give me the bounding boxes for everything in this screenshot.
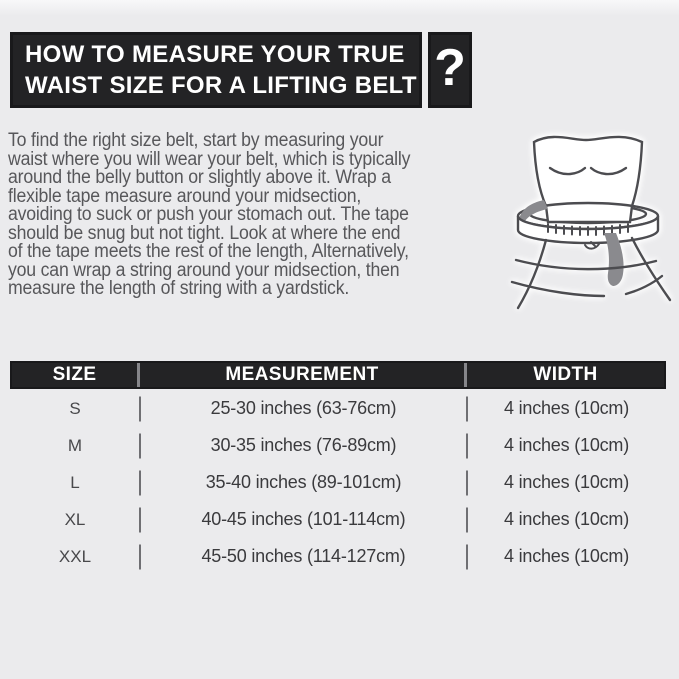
table-cell-width: 4 inches (10cm) xyxy=(503,435,630,455)
chest-line-left xyxy=(548,166,587,176)
intro-line: measure the length of string with a yard… xyxy=(8,278,350,299)
tape-tick-marks xyxy=(547,223,629,236)
header: HOW TO MEASURE YOUR TRUE WAIST SIZE FOR … xyxy=(10,32,472,108)
table-cell-size: M xyxy=(10,427,140,464)
intro-line: flexible tape measure around your midsec… xyxy=(8,185,362,207)
column-header-size: SIZE xyxy=(12,363,140,387)
intro-line: waist where you will wear your belt, whi… xyxy=(8,148,411,170)
table-cell-size: XL xyxy=(10,501,140,538)
question-mark-panel: ? xyxy=(428,32,472,108)
navel-mark xyxy=(584,241,600,250)
page-title-line-2: WAIST SIZE FOR A LIFTING BELT xyxy=(25,72,417,99)
chest-line-right xyxy=(589,166,628,176)
table-cell-width: 4 inches (10cm) xyxy=(503,398,630,418)
intro-line: To find the right size belt, start by me… xyxy=(8,130,384,151)
waist-measurement-illustration xyxy=(510,135,672,310)
table-row: M 30-35 inches (76-89cm) 4 inches (10cm) xyxy=(10,427,666,464)
table-cell-measurement: 30-35 inches (76-89cm) xyxy=(140,427,467,464)
table-row: XXL 45-50 inches (114-127cm) 4 inches (10c… xyxy=(10,538,666,575)
tape-end xyxy=(604,233,624,286)
table-cell-measurement: 35-40 inches (89-101cm) xyxy=(140,464,467,501)
size-table-header: SIZE MEASUREMENT WIDTH xyxy=(10,361,666,389)
intro-paragraph: To find the right size belt, start by me… xyxy=(8,130,513,299)
intro-line: you can wrap a string around your midsec… xyxy=(8,259,400,281)
table-cell-size: L xyxy=(10,464,140,501)
column-header-measurement: MEASUREMENT xyxy=(140,363,467,387)
torso-outline xyxy=(532,135,644,224)
hip-line-left xyxy=(516,238,548,310)
waistband-line-lower-right xyxy=(624,274,664,296)
table-cell-width: 4 inches (10cm) xyxy=(503,509,630,529)
table-cell-size: S xyxy=(10,390,140,427)
waistband-line-upper xyxy=(514,258,658,271)
table-row: XL 40-45 inches (101-114cm) 4 inches (10cm… xyxy=(10,501,666,538)
intro-line: around the belly button or slightly abov… xyxy=(8,167,391,188)
table-row: S 25-30 inches (63-76cm) 4 inches (10cm) xyxy=(10,390,666,427)
size-table-body: S 25-30 inches (63-76cm) 4 inches (10cm) M 3… xyxy=(10,390,666,575)
table-cell-measurement: 40-45 inches (101-114cm) xyxy=(140,501,467,538)
question-mark-icon: ? xyxy=(434,39,466,97)
intro-line: should be snug but not tight. Look at wh… xyxy=(8,222,401,244)
hip-line-right xyxy=(630,236,672,302)
page-title-line-1: HOW TO MEASURE YOUR TRUE xyxy=(25,41,405,68)
waistband-line-lower-left xyxy=(510,280,606,298)
table-row: L 35-40 inches (89-101cm) 4 inches (10cm) xyxy=(10,464,666,501)
tape-shaded-wedge xyxy=(519,200,548,224)
table-cell-size: XXL xyxy=(10,538,140,575)
title-panel: HOW TO MEASURE YOUR TRUE WAIST SIZE FOR … xyxy=(10,32,422,108)
column-header-width: WIDTH xyxy=(533,364,598,385)
intro-line: avoiding to suck or push your stomach ou… xyxy=(8,204,409,225)
top-light-edge xyxy=(0,0,679,16)
table-cell-measurement: 45-50 inches (114-127cm) xyxy=(140,538,467,575)
table-cell-width: 4 inches (10cm) xyxy=(503,472,630,492)
intro-line: of the tape meets the rest of the length… xyxy=(8,241,409,262)
table-cell-width: 4 inches (10cm) xyxy=(503,546,630,566)
table-cell-measurement: 25-30 inches (63-76cm) xyxy=(140,390,467,427)
